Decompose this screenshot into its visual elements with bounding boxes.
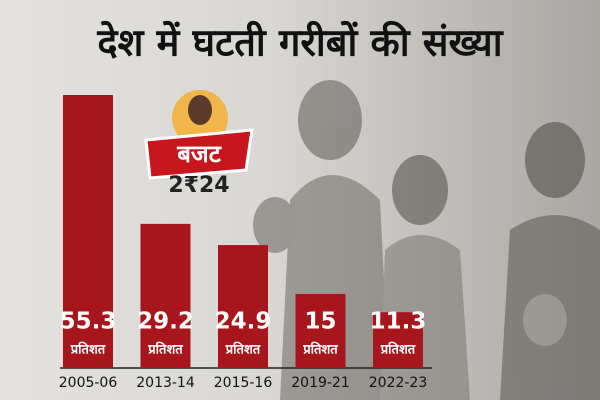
value-label: 29.2 xyxy=(137,309,194,335)
budget-badge: बजट 2₹24 xyxy=(144,90,254,198)
x-tick-label: 2019-21 xyxy=(291,375,350,391)
value-label: 24.9 xyxy=(215,309,272,335)
chart-title: देश में घटती गरीबों की संख्या xyxy=(96,21,503,65)
bar xyxy=(63,95,113,368)
bar xyxy=(140,223,191,368)
x-tick-label: 2015-16 xyxy=(214,375,273,391)
bar xyxy=(373,312,423,368)
value-label: 55.3 xyxy=(60,309,117,335)
x-tick-label: 2022-23 xyxy=(369,375,428,391)
badge-banner xyxy=(144,128,254,180)
badge-year: 2₹24 xyxy=(168,173,229,198)
value-label: 11.3 xyxy=(370,309,427,335)
value-unit: प्रतिशत xyxy=(70,342,106,358)
value-unit: प्रतिशत xyxy=(380,342,416,358)
bar xyxy=(295,293,346,368)
badge-face xyxy=(188,95,212,125)
badge-title: बजट xyxy=(176,140,222,168)
x-tick-label: 2005-06 xyxy=(59,375,118,391)
value-unit: प्रतिशत xyxy=(225,342,261,358)
value-unit: प्रतिशत xyxy=(302,342,338,358)
value-unit: प्रतिशत xyxy=(147,342,183,358)
bar xyxy=(218,245,268,368)
value-label: 15 xyxy=(304,309,336,335)
background-photo xyxy=(253,80,600,400)
x-tick-label: 2013-14 xyxy=(136,375,195,391)
